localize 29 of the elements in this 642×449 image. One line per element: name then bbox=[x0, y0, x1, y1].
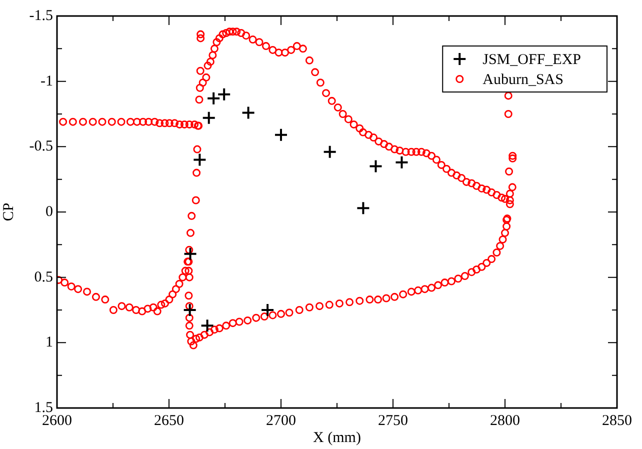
legend-label: JSM_OFF_EXP bbox=[482, 52, 582, 68]
point bbox=[356, 201, 370, 216]
point bbox=[368, 159, 383, 174]
y-tick-label: -1.5 bbox=[29, 8, 53, 24]
y-tick-label: -1 bbox=[40, 73, 53, 90]
x-tick-label: 2750 bbox=[378, 412, 408, 429]
y-tick-label: -0.5 bbox=[29, 138, 53, 155]
point bbox=[322, 144, 337, 159]
point bbox=[183, 246, 198, 261]
y-tick-label: 0.5 bbox=[34, 269, 53, 286]
point bbox=[241, 106, 256, 120]
point bbox=[217, 87, 232, 102]
x-tick-label: 2850 bbox=[602, 412, 632, 429]
point bbox=[200, 318, 214, 333]
point bbox=[206, 91, 221, 106]
point bbox=[274, 128, 288, 142]
y-tick-label: 0 bbox=[46, 204, 53, 220]
x-tick-label: 2650 bbox=[154, 412, 184, 429]
point bbox=[202, 110, 216, 125]
x-axis-title: X (mm) bbox=[313, 430, 361, 446]
x-tick-label: 2800 bbox=[490, 412, 520, 429]
y-axis-title: CP bbox=[0, 202, 17, 222]
point bbox=[182, 303, 197, 317]
x-tick-label: 2700 bbox=[266, 412, 296, 429]
legend-label: Auburn_SAS bbox=[482, 72, 564, 88]
y-tick-label: 1 bbox=[46, 334, 53, 351]
point bbox=[192, 152, 207, 167]
point bbox=[260, 303, 275, 317]
point bbox=[394, 155, 409, 170]
